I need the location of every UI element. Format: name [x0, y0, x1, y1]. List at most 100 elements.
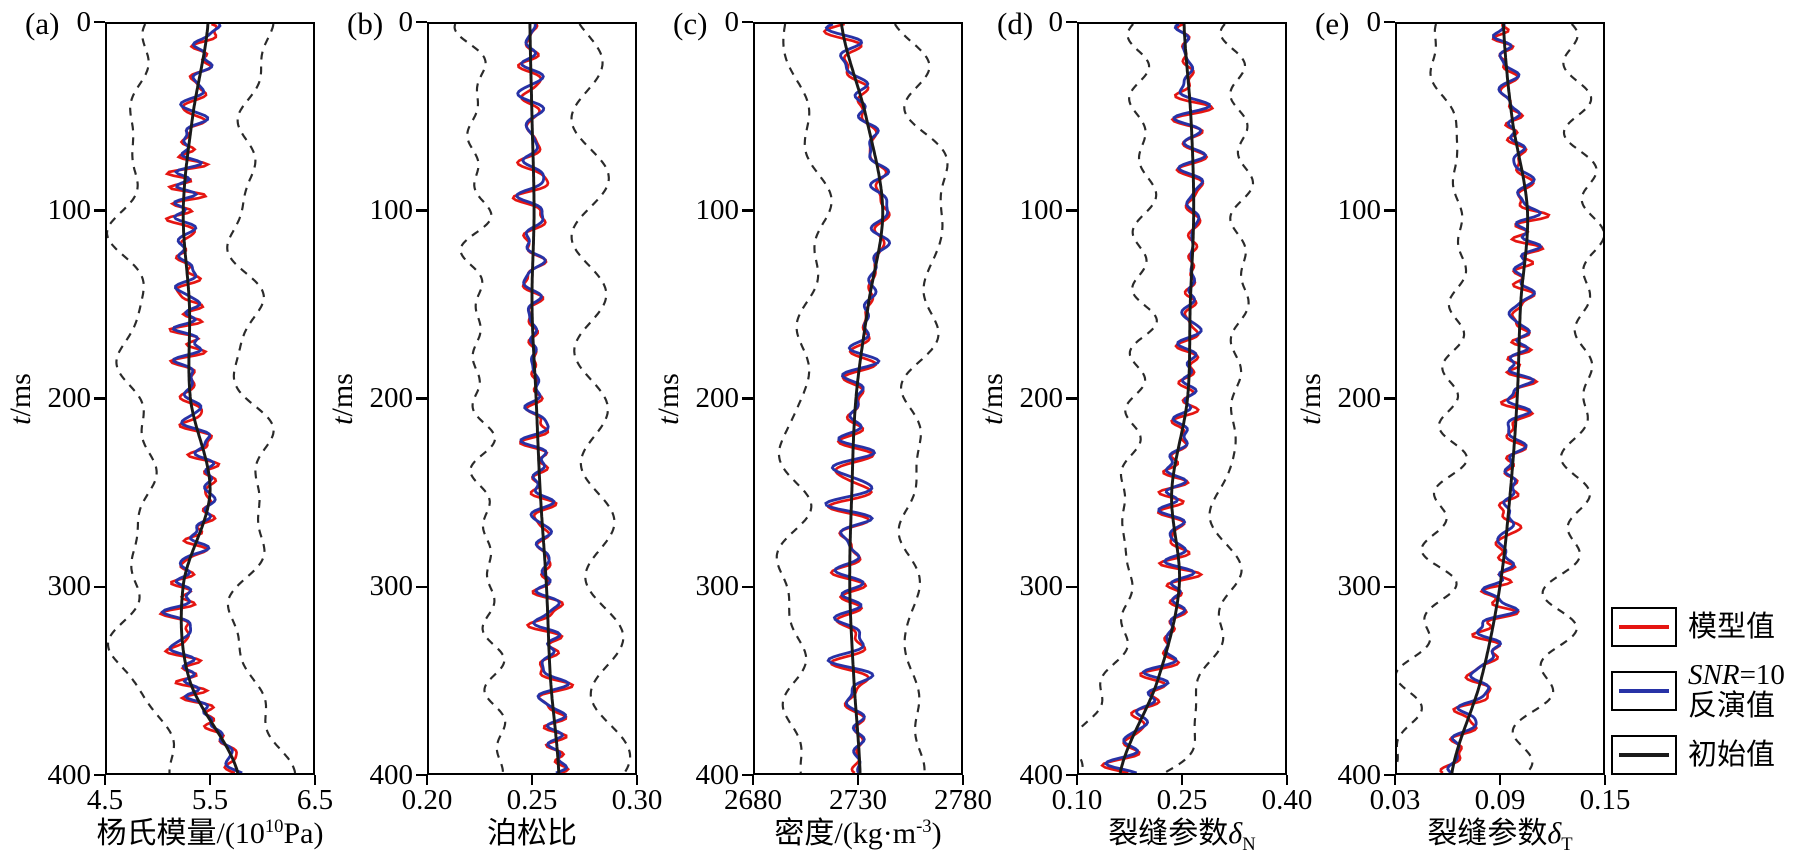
x-axis-title-4: 裂缝参数δN	[1108, 817, 1256, 855]
y-tick-label: 300	[695, 570, 740, 603]
x-tick-label: 0.25	[1156, 784, 1208, 816]
y-tick-label: 100	[1019, 193, 1064, 226]
x-tickmark	[1603, 775, 1607, 785]
y-tick-label: 0	[398, 5, 414, 38]
y-tickmark	[1066, 209, 1077, 212]
x-tick-label: 5.5	[191, 784, 229, 816]
legend-swatch-model	[1611, 607, 1677, 647]
initial-curve	[1118, 24, 1196, 773]
x-tick-label: 6.5	[296, 784, 334, 816]
plot-area-4	[1077, 22, 1287, 775]
x-axis-title-3: 密度/(kg·m-3)	[774, 816, 942, 850]
y-tickmark	[742, 20, 753, 24]
legend-swatch-initial	[1611, 735, 1677, 775]
y-tick-label: 400	[1337, 758, 1382, 791]
y-tickmark	[1384, 209, 1395, 212]
inverted-snr10-curve	[1446, 24, 1543, 773]
legend-label-initial: 初始值	[1688, 738, 1776, 771]
y-tickmark	[1384, 397, 1395, 400]
x-tickmark	[1180, 775, 1184, 785]
y-tick-label: 300	[1337, 570, 1382, 603]
y-tick-label: 300	[369, 570, 414, 603]
x-tickmark	[856, 775, 860, 785]
y-tick-label: 300	[1019, 570, 1064, 603]
x-tick-label: 2680	[724, 784, 782, 816]
x-tick-label: 2730	[829, 784, 887, 816]
y-tick-label: 0	[724, 5, 740, 38]
y-tick-label: 100	[47, 193, 92, 226]
y-tickmark	[742, 773, 753, 777]
x-tick-label: 2780	[934, 784, 992, 816]
lower-bound-dashed-curve	[107, 24, 176, 773]
y-tick-label: 400	[369, 758, 414, 791]
y-tickmark	[416, 397, 427, 400]
x-tickmark	[208, 775, 212, 785]
legend-label-line: 初始值	[1688, 738, 1776, 771]
lower-bound-dashed-curve	[453, 24, 507, 773]
initial-curve	[179, 24, 240, 773]
x-tickmark	[961, 775, 965, 785]
y-tick-label: 200	[1019, 382, 1064, 414]
x-tick-label: 0.20	[401, 784, 453, 816]
panel-letter-b: (b)	[347, 6, 384, 41]
x-axis-title-2: 泊松比	[487, 817, 577, 850]
panel-letter-a: (a)	[25, 6, 60, 41]
x-tickmark	[313, 775, 317, 785]
upper-bound-dashed-curve	[1511, 24, 1603, 773]
x-tickmark	[1498, 775, 1502, 785]
y-tickmark	[1066, 20, 1077, 24]
x-tickmark	[1075, 775, 1079, 785]
y-tickmark	[94, 585, 105, 588]
lower-bound-dashed-curve	[775, 24, 833, 773]
y-tickmark	[1384, 585, 1395, 588]
y-tickmark	[1066, 397, 1077, 400]
x-tickmark	[530, 775, 534, 785]
y-tickmark	[94, 773, 105, 777]
y-tick-label: 400	[47, 758, 92, 791]
x-axis-title-5: 裂缝参数δT	[1427, 817, 1573, 855]
y-tickmark	[94, 209, 105, 212]
plot-area-3	[753, 22, 963, 775]
y-tick-label: 200	[1337, 382, 1382, 414]
y-tickmark	[416, 773, 427, 777]
x-tick-label: 0.03	[1369, 784, 1421, 816]
legend-label-model: 模型值	[1688, 611, 1775, 643]
plot-area-2	[427, 22, 637, 775]
plot-area-5	[1395, 22, 1605, 775]
x-tickmark	[635, 775, 639, 785]
legend-label-line: 反演值	[1688, 690, 1776, 722]
y-tick-label: 200	[47, 382, 92, 414]
y-tickmark	[1066, 773, 1077, 777]
lower-bound-dashed-curve	[1079, 24, 1158, 773]
y-tickmark	[94, 397, 105, 400]
x-tickmark	[751, 775, 755, 785]
y-tick-label: 100	[369, 193, 414, 226]
y-tick-label: 0	[1048, 5, 1064, 38]
x-tickmark	[1285, 775, 1289, 785]
y-tick-label: 100	[695, 193, 740, 226]
plot-area-1	[105, 22, 315, 775]
legend-line-model	[1619, 625, 1669, 629]
y-tickmark	[94, 20, 105, 24]
legend-label-line: SNR=10	[1688, 659, 1785, 691]
panel-letter-c: (c)	[673, 6, 708, 41]
y-tick-label: 100	[1337, 193, 1382, 226]
y-tick-label: 0	[1366, 5, 1382, 38]
y-tickmark	[1384, 773, 1395, 777]
upper-bound-dashed-curve	[893, 24, 949, 773]
y-tick-label: 0	[76, 5, 92, 38]
upper-bound-dashed-curve	[1163, 24, 1255, 773]
lower-bound-dashed-curve	[1397, 24, 1469, 766]
inverted-snr10-curve	[1103, 24, 1211, 773]
initial-curve	[840, 24, 885, 773]
y-tick-label: 300	[47, 570, 92, 603]
x-tick-label: 0.40	[1261, 784, 1313, 816]
x-tickmark	[1393, 775, 1397, 785]
legend-line-initial	[1619, 753, 1669, 757]
model-curve	[158, 24, 238, 773]
legend-line-inverted-snr10	[1619, 689, 1669, 693]
x-tick-label: 0.30	[611, 784, 663, 816]
y-tick-label: 400	[1019, 758, 1064, 791]
x-tick-label: 0.09	[1474, 784, 1526, 816]
